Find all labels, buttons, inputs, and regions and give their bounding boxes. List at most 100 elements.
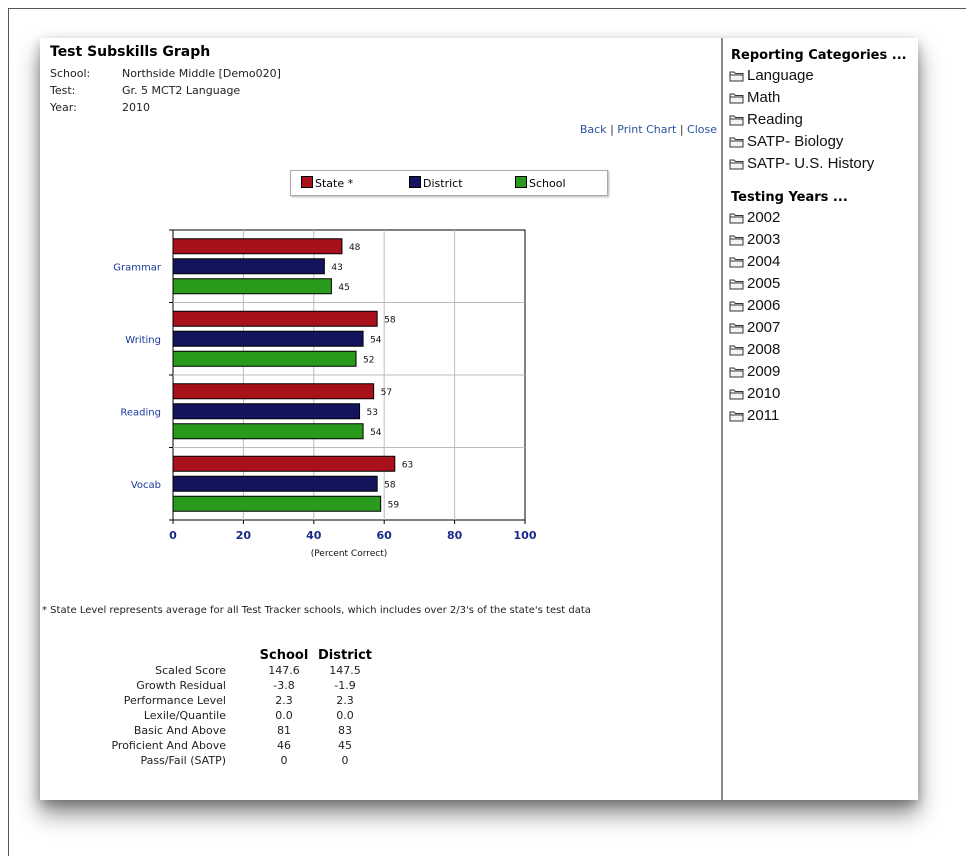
scores-row: Basic And Above 81 83 (80, 723, 376, 738)
data-label: 58 (384, 480, 396, 490)
print-chart-link[interactable]: Print Chart (617, 123, 677, 136)
data-label: 53 (367, 408, 378, 418)
score-school: 2.3 (275, 694, 293, 707)
year-2004[interactable]: 2004 (729, 253, 780, 270)
year-value: 2010 (122, 101, 150, 114)
category-label: Reading (747, 111, 803, 128)
data-label: 45 (338, 283, 349, 293)
x-tick-label: 40 (306, 529, 322, 542)
legend-item-district: District (409, 176, 463, 190)
action-links: Back | Print Chart | Close (580, 123, 717, 136)
score-label: Proficient And Above (111, 739, 226, 752)
testing-years-title: Testing Years ... (731, 190, 848, 205)
legend-item-school: School (515, 176, 566, 190)
scores-row: Performance Level 2.3 2.3 (80, 693, 376, 708)
category-language[interactable]: Language (729, 67, 814, 84)
score-district: 0.0 (336, 709, 354, 722)
year-2003[interactable]: 2003 (729, 231, 780, 248)
year-2008[interactable]: 2008 (729, 341, 780, 358)
year-label: 2009 (747, 363, 781, 380)
school-value: Northside Middle [Demo020] (122, 67, 281, 80)
folder-icon (729, 89, 747, 106)
score-school: 81 (277, 724, 291, 737)
category-label: SATP- U.S. History (747, 155, 875, 172)
x-tick-label: 100 (514, 529, 537, 542)
score-label: Pass/Fail (SATP) (140, 754, 226, 767)
school-row: School: Northside Middle [Demo020] (50, 67, 281, 80)
folder-icon (729, 319, 747, 336)
year-2002[interactable]: 2002 (729, 209, 780, 226)
category-math[interactable]: Math (729, 89, 780, 106)
bar (172, 383, 375, 400)
category-label: Writing (125, 335, 161, 346)
bar (172, 278, 332, 295)
year-2007[interactable]: 2007 (729, 319, 780, 336)
panel-divider (721, 38, 723, 800)
bar (172, 310, 378, 327)
folder-icon (729, 275, 747, 292)
window-frame (8, 8, 966, 856)
main-content: Test Subskills Graph School: Northside Mi… (40, 38, 721, 800)
year-label: 2002 (747, 209, 781, 226)
year-row: Year: 2010 (50, 101, 150, 114)
year-label: 2011 (747, 407, 780, 424)
score-school: 0 (280, 754, 288, 767)
data-label: 54 (370, 335, 382, 345)
bar-chart: 0 20 40 60 80 100Grammar484345Writing585452Re… (113, 229, 537, 559)
scores-row: Lexile/Quantile 0.0 0.0 (80, 708, 376, 723)
folder-icon (729, 363, 747, 380)
folder-icon (729, 209, 747, 226)
scores-row: Scaled Score 147.6 147.5 (80, 663, 376, 678)
test-label: Test: (50, 84, 76, 97)
x-tick-label: 20 (236, 529, 252, 542)
data-label: 58 (384, 315, 396, 325)
data-label: 48 (349, 243, 361, 253)
link-separator: | (610, 123, 614, 136)
bar (172, 238, 343, 255)
data-label: 59 (388, 500, 400, 510)
category-reading[interactable]: Reading (729, 111, 803, 128)
footnote: * State Level represents average for all… (42, 605, 591, 616)
close-link[interactable]: Close (687, 123, 717, 136)
link-separator: | (679, 123, 684, 136)
test-value: Gr. 5 MCT2 Language (122, 84, 241, 97)
year-label: 2005 (747, 275, 781, 292)
sidebar: Reporting Categories ... Language Math Rea… (723, 38, 918, 800)
category-satp-u-s-history[interactable]: SATP- U.S. History (729, 155, 874, 172)
bar (172, 350, 357, 367)
year-2005[interactable]: 2005 (729, 275, 780, 292)
score-school: 0.0 (275, 709, 293, 722)
folder-icon (729, 111, 747, 128)
legend-label: District (423, 177, 463, 190)
legend-swatch (301, 176, 313, 188)
bar (172, 455, 396, 472)
scores-row: Pass/Fail (SATP) 0 0 (80, 753, 376, 768)
scores-table: School District Scaled Score 147.6 147.5 Gr… (80, 648, 376, 768)
score-label: Growth Residual (136, 679, 226, 692)
year-2009[interactable]: 2009 (729, 363, 780, 380)
scores-header-row: School District (80, 648, 376, 663)
scores-row: Proficient And Above 46 45 (80, 738, 376, 753)
score-district: 147.5 (329, 664, 361, 677)
legend-item-state: State * (301, 176, 353, 190)
folder-icon (729, 341, 747, 358)
x-axis-label: (Percent Correct) (311, 549, 388, 559)
score-label: Scaled Score (155, 664, 226, 677)
year-label: Year: (50, 101, 77, 114)
header-district: District (318, 648, 372, 663)
folder-icon (729, 231, 747, 248)
scores-row: Growth Residual -3.8 -1.9 (80, 678, 376, 693)
year-label: 2004 (747, 253, 781, 270)
category-satp-biology[interactable]: SATP- Biology (729, 133, 843, 150)
data-label: 63 (402, 460, 413, 470)
back-link[interactable]: Back (579, 123, 607, 136)
score-district: -1.9 (334, 679, 356, 692)
score-school: -3.8 (273, 679, 295, 692)
score-district: 83 (338, 724, 352, 737)
category-label: Reading (120, 407, 161, 418)
year-2011[interactable]: 2011 (729, 407, 779, 424)
year-2006[interactable]: 2006 (729, 297, 780, 314)
score-school: 147.6 (268, 664, 300, 677)
category-label: SATP- Biology (747, 133, 844, 150)
year-2010[interactable]: 2010 (729, 385, 780, 402)
